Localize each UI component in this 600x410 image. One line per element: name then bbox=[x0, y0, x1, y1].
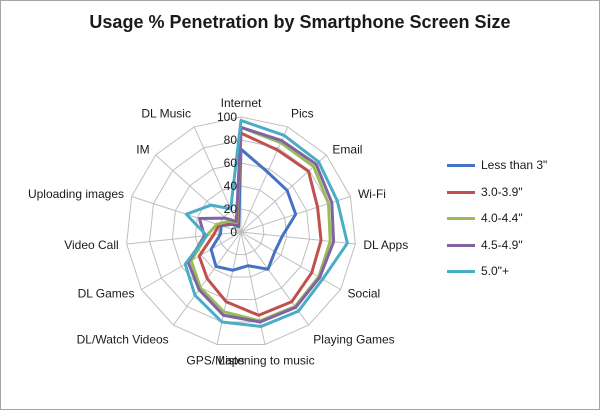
gridline-100 bbox=[126, 116, 356, 345]
legend-label: Less than 3" bbox=[481, 158, 548, 172]
category-label: DL Games bbox=[78, 287, 135, 301]
category-label: Social bbox=[348, 287, 381, 301]
category-label: IM bbox=[136, 143, 149, 157]
tick-label: 0 bbox=[230, 225, 237, 239]
spoke bbox=[240, 231, 309, 326]
gridline-60 bbox=[171, 162, 311, 300]
legend-label: 5.0"+ bbox=[481, 264, 509, 278]
legend-swatch bbox=[447, 217, 475, 220]
series-line-1 bbox=[197, 131, 323, 317]
spoke bbox=[216, 231, 242, 345]
legend-label: 3.0-3.9" bbox=[481, 184, 523, 199]
legend-swatch bbox=[447, 164, 475, 167]
series-line-2 bbox=[189, 125, 332, 323]
spoke bbox=[240, 126, 289, 233]
category-label: Email bbox=[332, 143, 362, 157]
series-line-3 bbox=[186, 125, 336, 324]
tick-label: 40 bbox=[224, 179, 238, 193]
tick-label: 60 bbox=[224, 156, 238, 170]
spoke bbox=[193, 126, 242, 233]
gridline-80 bbox=[148, 139, 334, 323]
legend-swatch bbox=[447, 243, 475, 247]
spoke bbox=[240, 154, 327, 233]
legend-label: 4.0-4.4" bbox=[481, 211, 523, 225]
chart-title: Usage % Penetration by Smartphone Screen… bbox=[89, 12, 511, 32]
legend-swatch bbox=[447, 270, 475, 273]
category-label: DL Apps bbox=[363, 238, 408, 252]
gridline-20 bbox=[217, 208, 265, 255]
category-label: Listening to music bbox=[219, 353, 315, 367]
spoke bbox=[240, 231, 341, 290]
category-label: Wi-Fi bbox=[358, 187, 386, 201]
legend-swatch bbox=[447, 190, 475, 194]
category-label: Video Call bbox=[64, 238, 118, 252]
legend-label: 4.5-4.9" bbox=[481, 237, 523, 252]
tick-label: 100 bbox=[217, 110, 237, 124]
series-line-4 bbox=[183, 118, 349, 328]
spoke bbox=[240, 231, 356, 245]
category-label: DL/Watch Videos bbox=[77, 333, 169, 347]
category-label: GPS/Maps bbox=[186, 353, 244, 367]
category-label: Internet bbox=[221, 96, 262, 110]
tick-label: 80 bbox=[224, 133, 238, 147]
category-label: Playing Games bbox=[313, 333, 394, 347]
tick-label: 20 bbox=[224, 202, 238, 216]
category-label: Pics bbox=[291, 107, 314, 121]
category-label: Uploading images bbox=[28, 187, 124, 201]
category-label: DL Music bbox=[141, 107, 191, 121]
